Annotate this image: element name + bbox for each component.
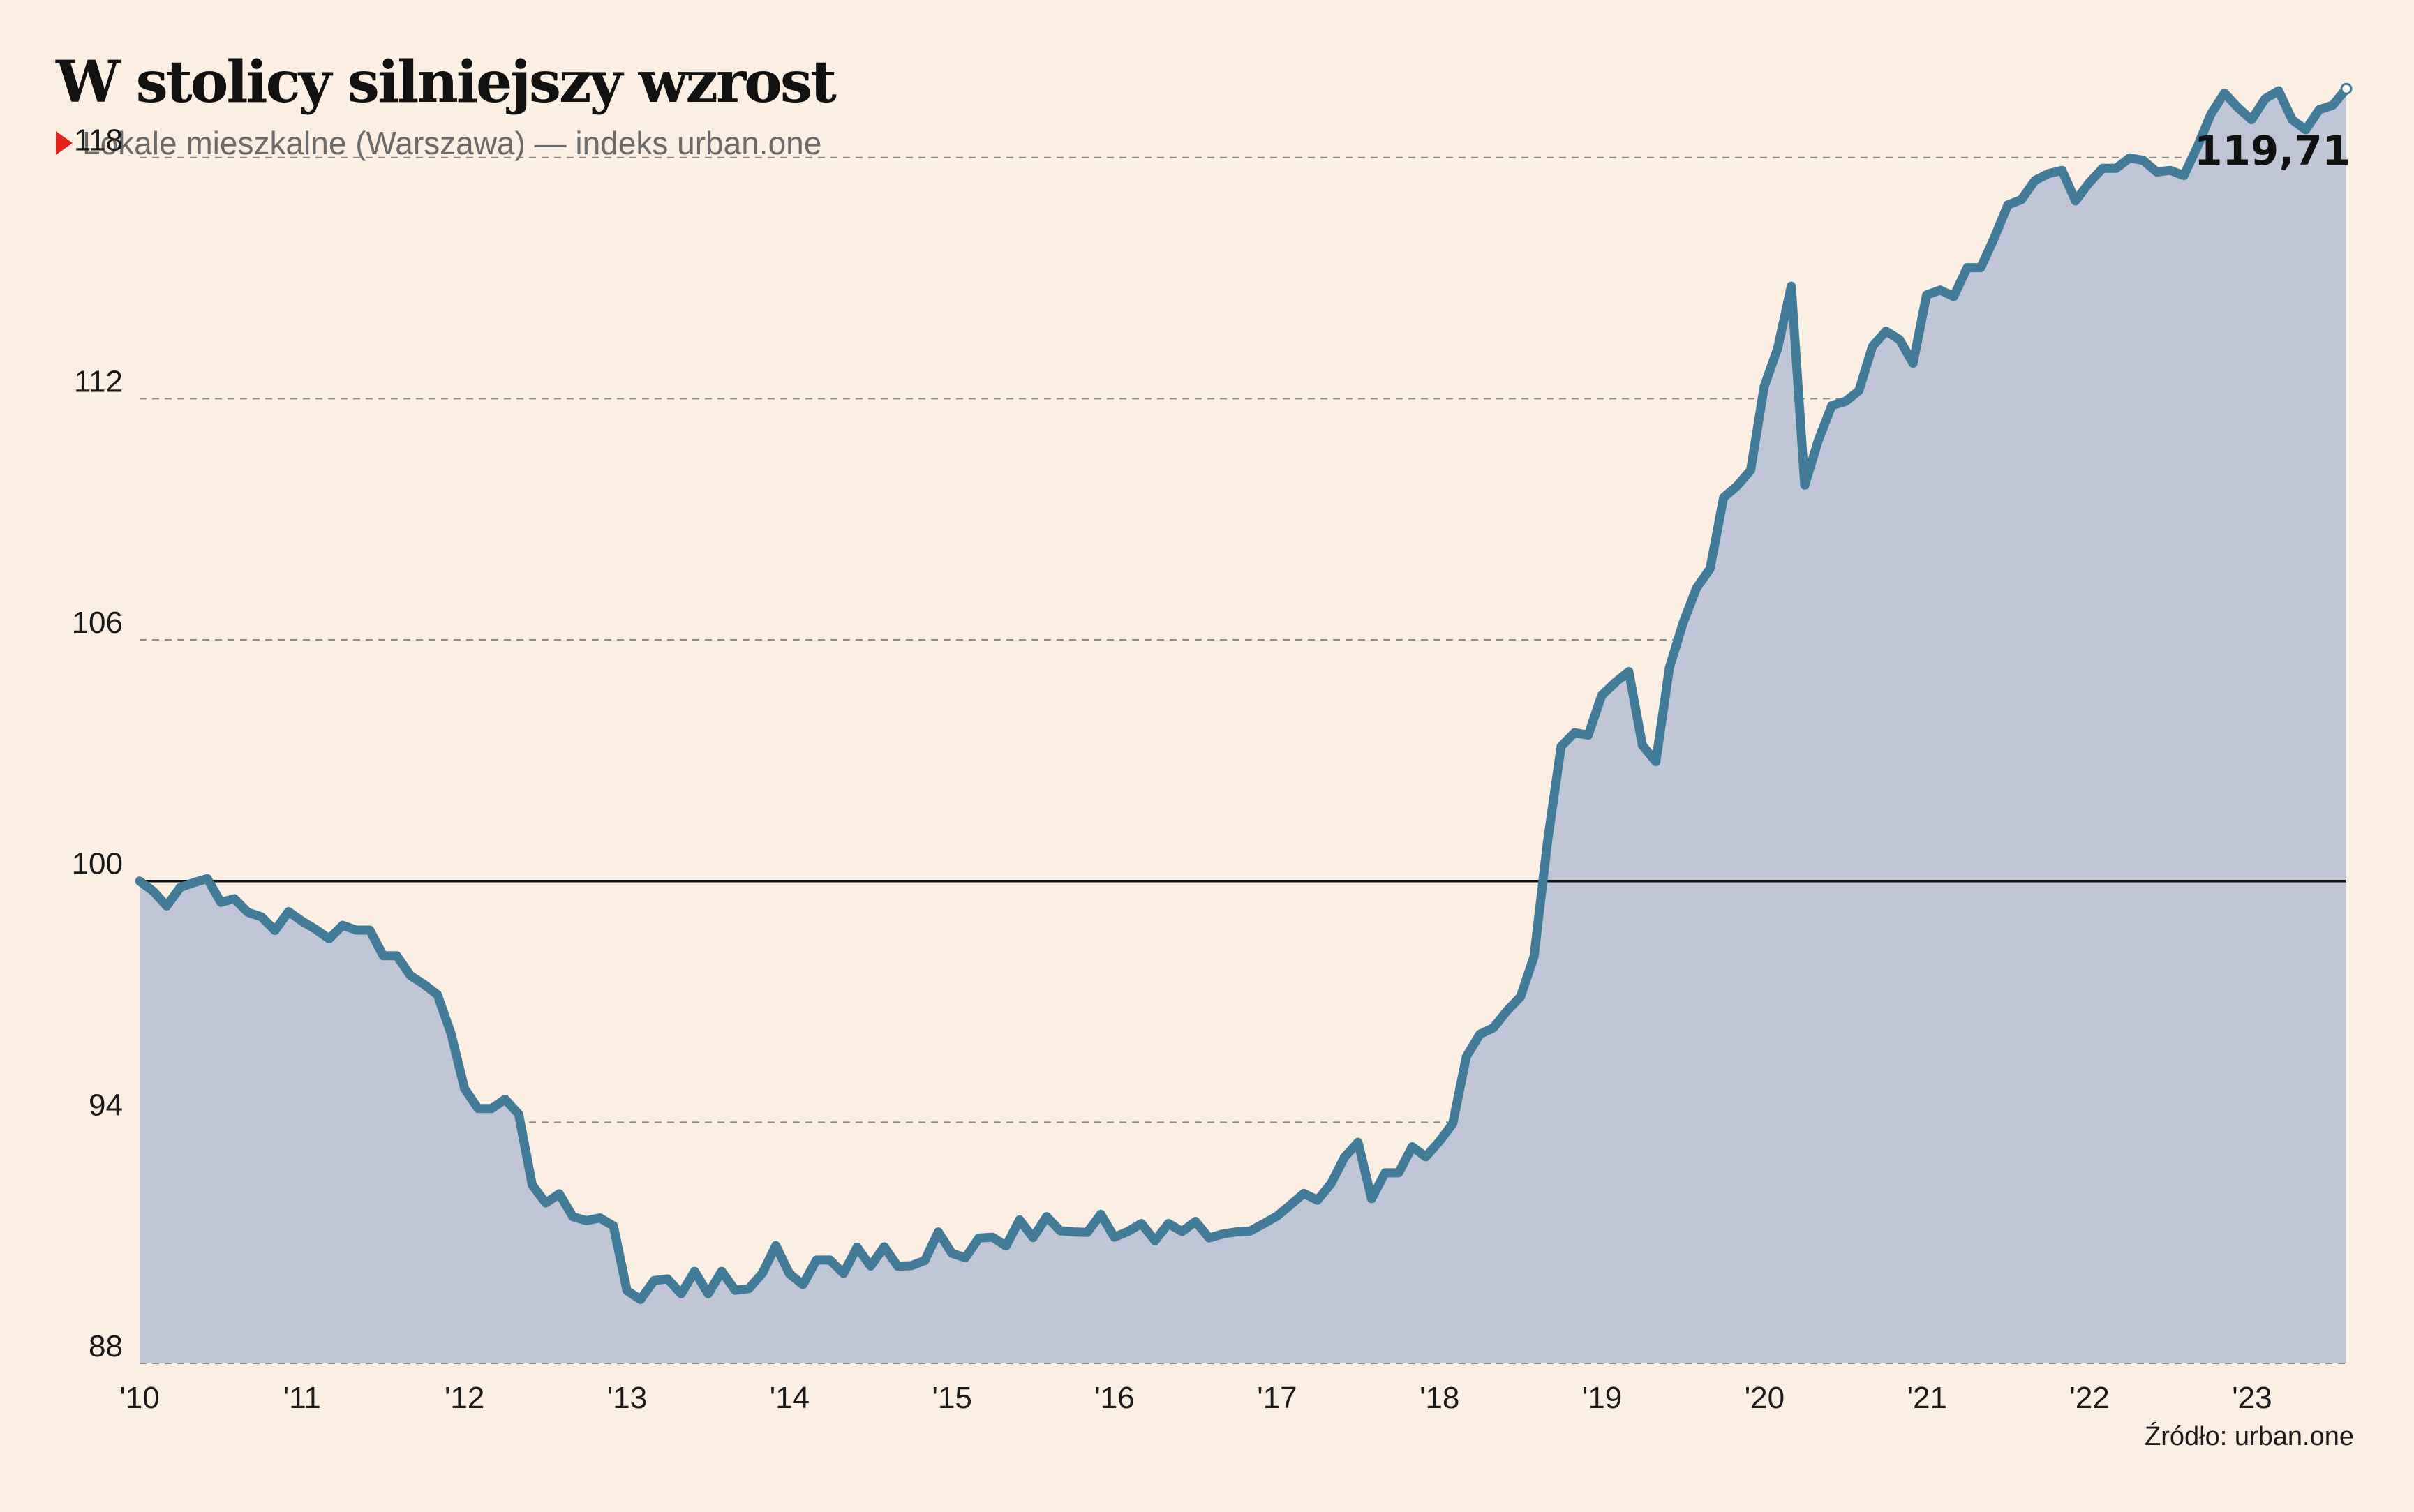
y-tick-label-118: 118	[74, 123, 123, 158]
x-tick-label-2019: '19	[1582, 1381, 1622, 1415]
y-tick-label-112: 112	[74, 364, 123, 398]
chart-title: W stolicy silniejszy wzrost	[56, 49, 837, 116]
last-value-dot	[2340, 82, 2353, 95]
chart-subtitle: Lokale mieszkalne (Warszawa) — indeks ur…	[56, 124, 821, 162]
x-tick-label-2012: '12	[445, 1381, 484, 1415]
y-axis-ticks: 88 94 100 106 112 118	[72, 123, 123, 1363]
chart-subtitle-text: Lokale mieszkalne (Warszawa) — indeks ur…	[82, 125, 822, 161]
x-tick-label-2021: '21	[1907, 1381, 1947, 1415]
x-tick-label-2020: '20	[1745, 1381, 1785, 1415]
red-triangle-marker-icon	[56, 131, 73, 155]
x-tick-label-2018: '18	[1420, 1381, 1459, 1415]
y-tick-label-88: 88	[89, 1329, 123, 1363]
x-tick-label-2014: '14	[770, 1381, 810, 1415]
x-tick-label-2015: '15	[932, 1381, 972, 1415]
source-note: Źródło: urban.one	[2145, 1422, 2354, 1451]
x-tick-label-2010: '10	[119, 1381, 159, 1415]
x-tick-label-2011: '11	[283, 1381, 321, 1415]
x-tick-label-2023: '23	[2232, 1381, 2272, 1415]
last-value-label: 119,71	[2194, 127, 2350, 174]
y-tick-label-94: 94	[89, 1088, 123, 1122]
x-tick-label-2017: '17	[1257, 1381, 1297, 1415]
end-marker-layer: 119,71	[2194, 82, 2353, 174]
y-tick-label-106: 106	[72, 606, 123, 640]
y-tick-label-100: 100	[72, 847, 123, 881]
series-area	[140, 89, 2346, 1364]
x-tick-label-2013: '13	[607, 1381, 647, 1415]
x-tick-label-2022: '22	[2069, 1381, 2109, 1415]
x-tick-label-2016: '16	[1094, 1381, 1134, 1415]
area-layer	[140, 89, 2346, 1364]
series-line	[135, 84, 2351, 1304]
x-axis-ticks: '10 '11 '12 '13 '14 '15 '16 '17 '18 '19 '20 '21 '22 '…	[119, 1381, 2272, 1415]
line-layer	[135, 84, 2351, 1304]
